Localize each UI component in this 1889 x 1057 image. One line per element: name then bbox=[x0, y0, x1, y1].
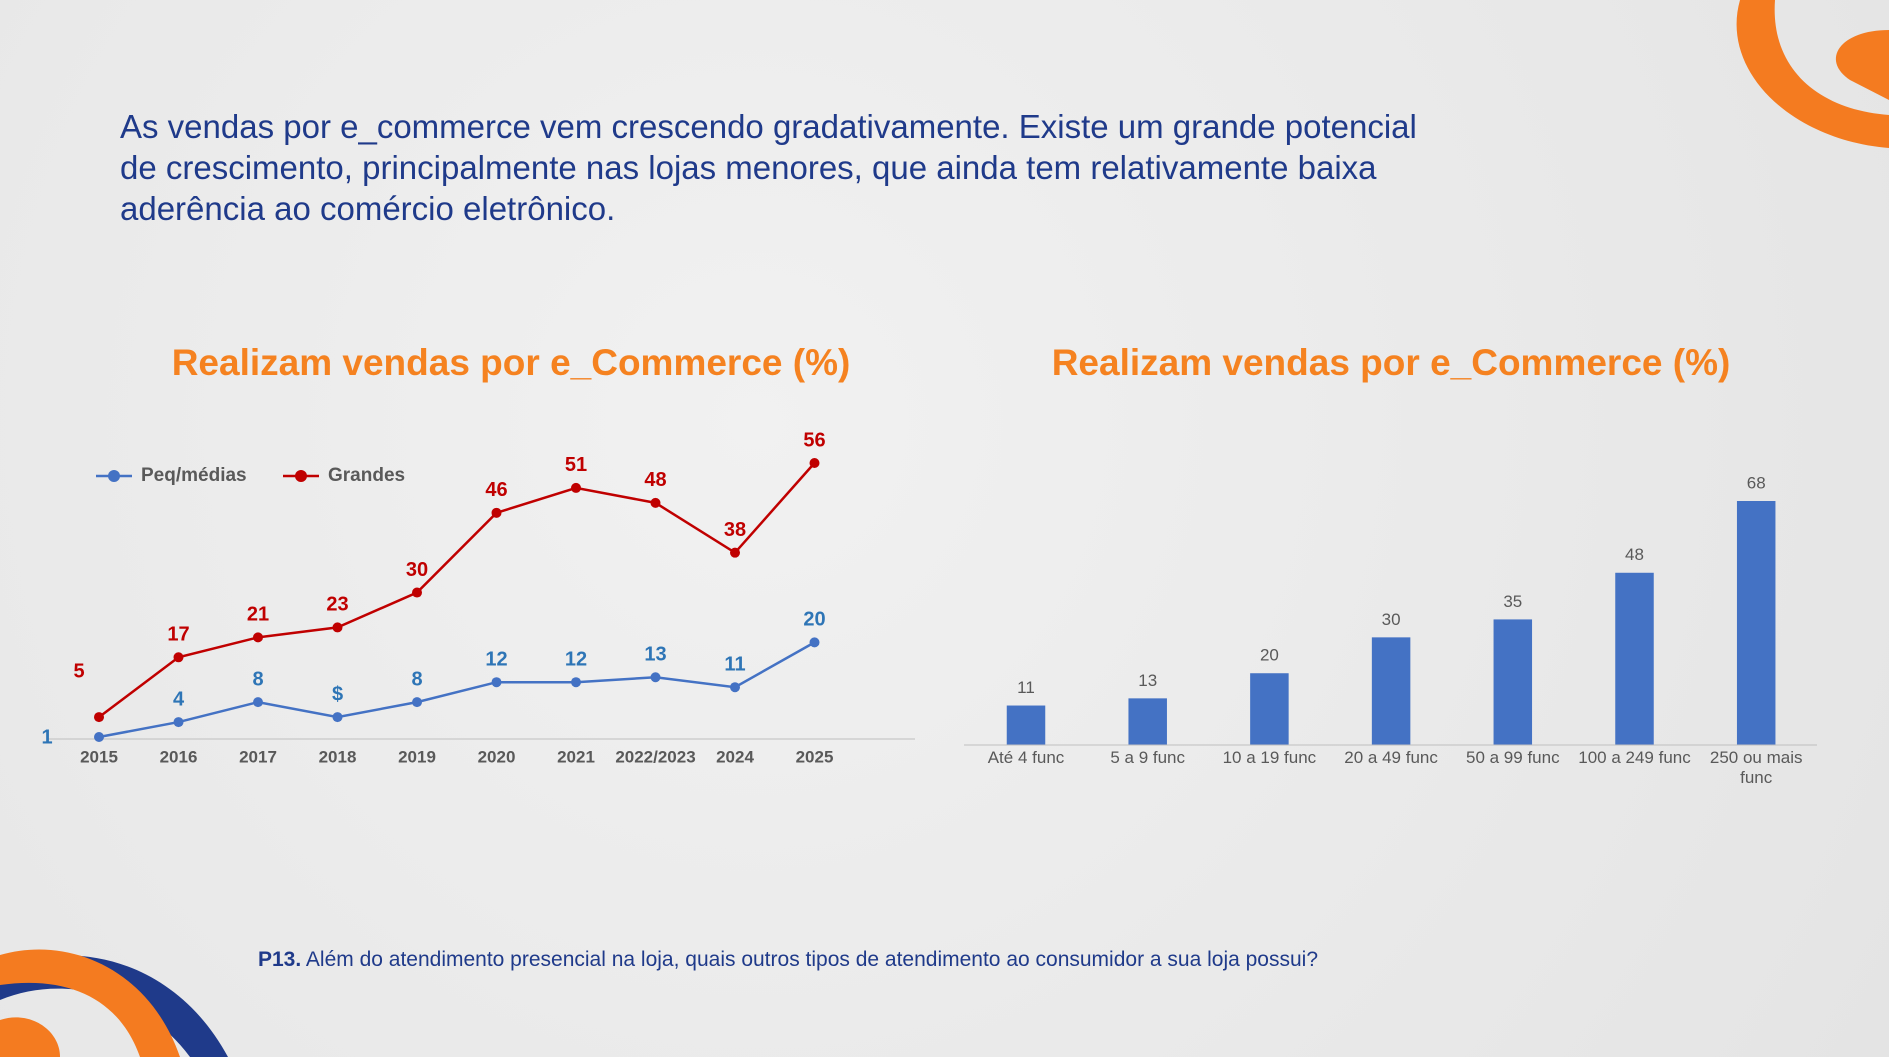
point bbox=[412, 697, 422, 708]
chart-title: Realizam vendas por e_Commerce (%) bbox=[172, 342, 851, 383]
x-tick-label: 20 a 49 func bbox=[1344, 748, 1438, 767]
point bbox=[809, 637, 820, 648]
data-label: 5 bbox=[73, 660, 84, 682]
x-tick-label: Até 4 func bbox=[987, 748, 1065, 767]
data-label: 20 bbox=[803, 609, 825, 631]
bar bbox=[1493, 619, 1533, 745]
point bbox=[650, 497, 661, 508]
point bbox=[491, 507, 502, 518]
bar bbox=[1006, 705, 1046, 745]
x-tick-label: 2019 bbox=[398, 747, 436, 766]
data-label: 11 bbox=[1017, 678, 1035, 697]
decor bbox=[0, 949, 180, 1057]
bar bbox=[1371, 637, 1411, 745]
x-tick-label: 2016 bbox=[160, 747, 198, 766]
data-label: 48 bbox=[1625, 545, 1644, 564]
data-label: 48 bbox=[644, 469, 666, 491]
x-tick-label: 50 a 99 func bbox=[1466, 748, 1560, 767]
data-label: 8 bbox=[411, 668, 422, 690]
point bbox=[730, 547, 740, 558]
header-text: As vendas por e_commerce vem crescendo g… bbox=[120, 108, 1417, 227]
point bbox=[253, 697, 263, 708]
point bbox=[94, 712, 104, 723]
data-label: $ bbox=[332, 683, 343, 705]
x-tick-label: 250 ou mais func bbox=[1709, 748, 1803, 787]
data-label: 46 bbox=[485, 479, 507, 501]
data-label: 1 bbox=[41, 726, 52, 748]
data-label: 38 bbox=[724, 519, 746, 541]
x-tick-label: 5 a 9 func bbox=[1110, 748, 1186, 767]
data-label: 30 bbox=[1382, 610, 1401, 629]
point bbox=[173, 717, 184, 728]
point bbox=[332, 622, 343, 633]
point bbox=[332, 712, 343, 723]
bar bbox=[1615, 572, 1654, 745]
data-label: 13 bbox=[644, 644, 666, 666]
decor bbox=[1736, 0, 1889, 148]
x-tick-label: 2018 bbox=[319, 747, 357, 766]
x-tick-label: 100 a 249 func bbox=[1578, 748, 1691, 767]
point bbox=[571, 482, 581, 493]
data-label: 56 bbox=[803, 429, 825, 451]
bar bbox=[1250, 673, 1289, 745]
series-line bbox=[98, 462, 816, 719]
decor bbox=[0, 1017, 60, 1057]
legend-label: Grandes bbox=[328, 465, 405, 486]
x-tick-label: 2017 bbox=[239, 747, 277, 766]
series-line bbox=[98, 641, 816, 739]
x-tick-label: 10 a 19 func bbox=[1222, 748, 1317, 767]
data-label: 17 bbox=[167, 624, 189, 646]
data-label: 8 bbox=[252, 668, 263, 690]
bar bbox=[1736, 501, 1776, 745]
point bbox=[571, 677, 581, 688]
x-tick-label: 2025 bbox=[796, 747, 834, 766]
point bbox=[173, 652, 184, 663]
data-label: 51 bbox=[565, 454, 587, 476]
data-label: 23 bbox=[326, 594, 348, 616]
data-label: 13 bbox=[1138, 671, 1157, 690]
point bbox=[650, 672, 661, 683]
footnote-text: Além do atendimento presencial na loja, … bbox=[305, 948, 1319, 971]
chart-title: Realizam vendas por e_Commerce (%) bbox=[1052, 342, 1731, 383]
point bbox=[253, 632, 263, 643]
point bbox=[809, 458, 820, 468]
data-label: 12 bbox=[565, 648, 587, 670]
decor bbox=[1835, 30, 1889, 100]
bar bbox=[1128, 698, 1167, 745]
data-label: 35 bbox=[1503, 592, 1522, 611]
x-tick-label: 2024 bbox=[716, 747, 754, 766]
point bbox=[491, 677, 502, 688]
legend-marker bbox=[295, 470, 307, 482]
x-tick-label: 2015 bbox=[80, 747, 118, 766]
footnote: P13. Além do atendimento presencial na l… bbox=[258, 948, 1318, 972]
data-label: 20 bbox=[1260, 646, 1279, 665]
data-label: 4 bbox=[173, 688, 185, 710]
x-tick-label: 2022/2023 bbox=[615, 747, 695, 766]
data-label: 30 bbox=[406, 559, 428, 581]
point bbox=[412, 587, 422, 598]
x-tick-label: 2020 bbox=[478, 747, 516, 766]
data-label: 11 bbox=[724, 653, 745, 675]
point bbox=[94, 732, 104, 743]
x-tick-label: 2021 bbox=[557, 747, 595, 766]
legend-label: Peq/médias bbox=[141, 465, 247, 486]
point bbox=[730, 682, 740, 693]
data-label: 12 bbox=[485, 648, 507, 670]
footnote-label: P13. bbox=[258, 948, 302, 971]
data-label: 21 bbox=[247, 604, 269, 626]
legend-marker bbox=[108, 470, 120, 482]
data-label: 68 bbox=[1747, 473, 1766, 492]
